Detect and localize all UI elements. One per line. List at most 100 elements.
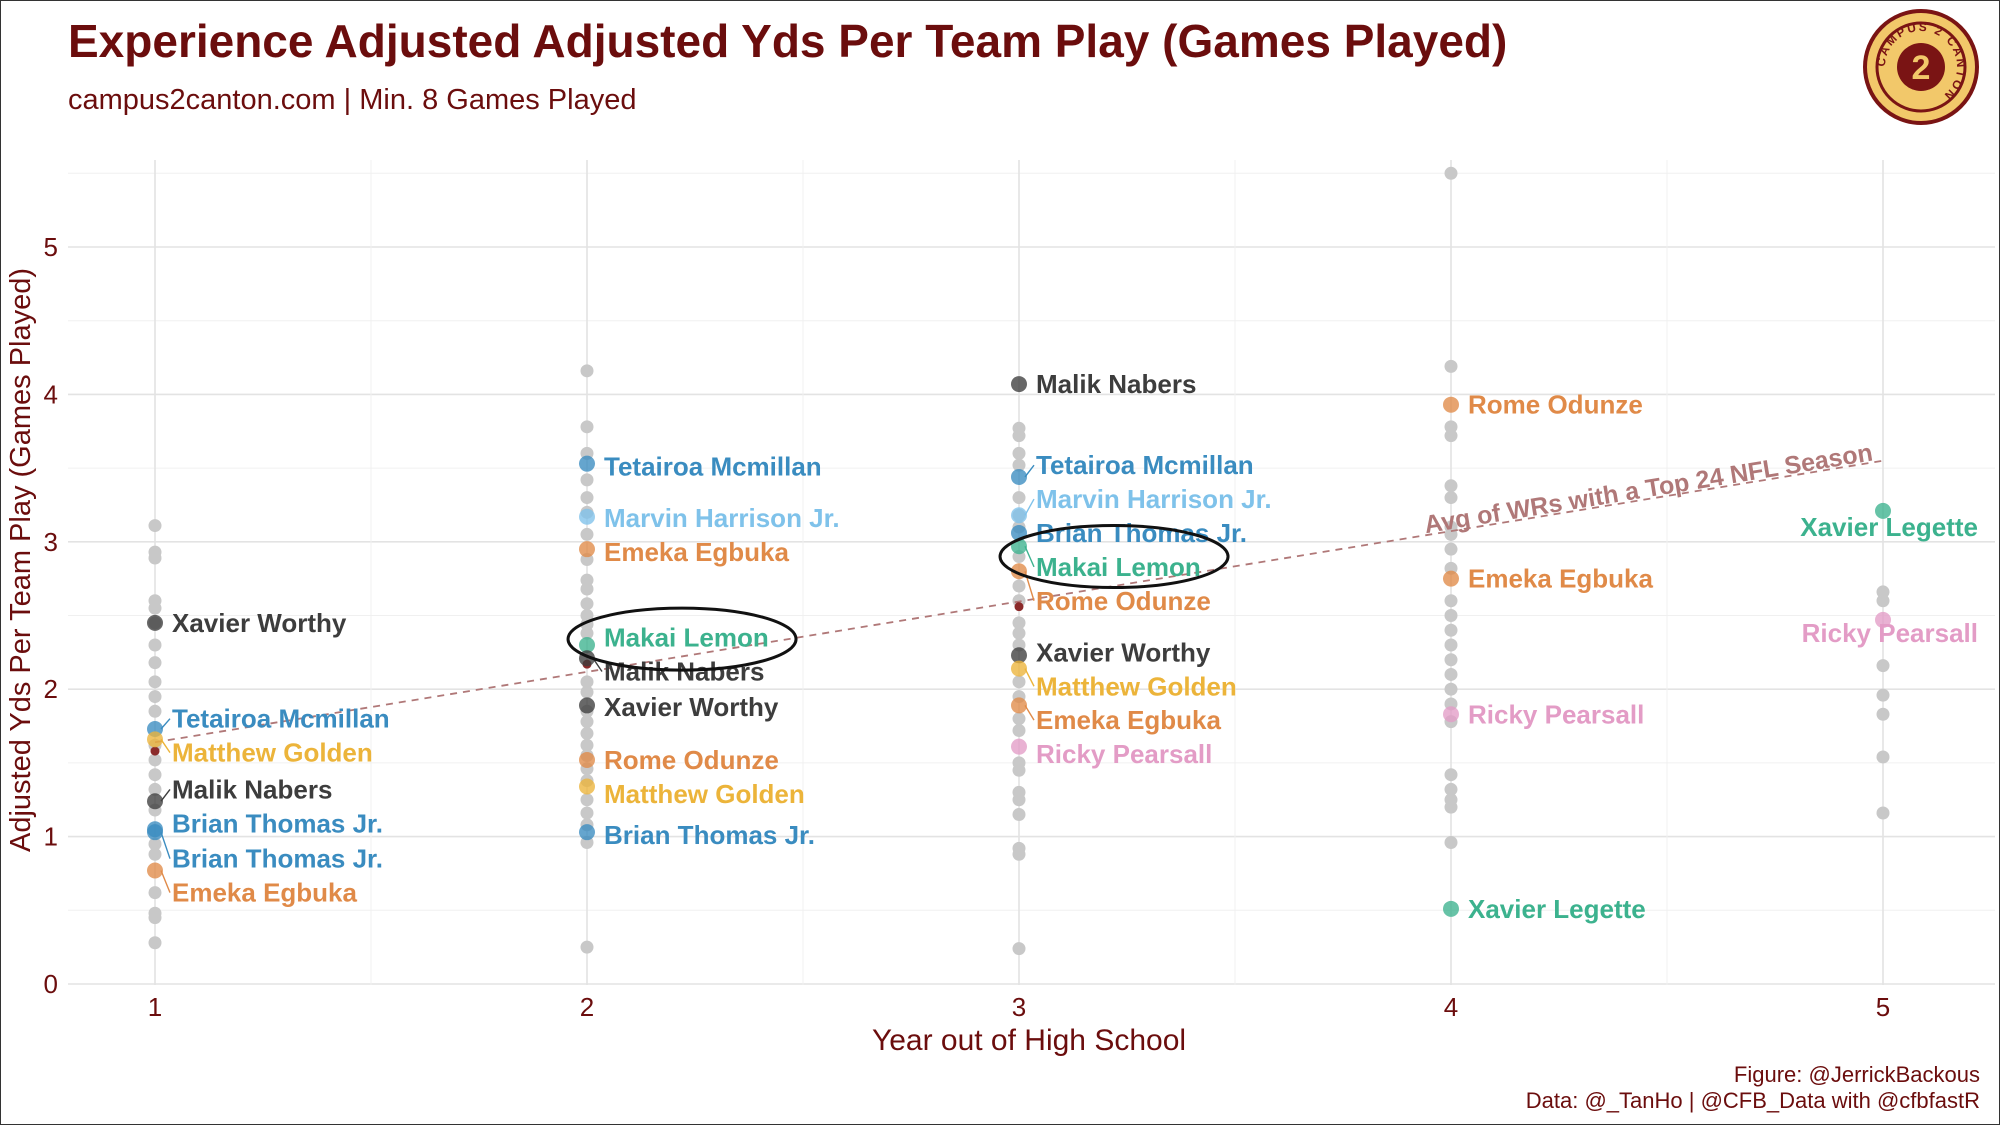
background-point bbox=[580, 715, 594, 729]
y-axis-label: Adjusted Yds Per Team Play (Games Played… bbox=[5, 268, 37, 852]
background-point bbox=[148, 551, 162, 565]
background-point bbox=[580, 420, 594, 434]
background-point bbox=[1012, 458, 1026, 472]
background-point bbox=[1012, 847, 1026, 861]
caption-data: Data: @_TanHo | @CFB_Data with @cfbfastR bbox=[1525, 1088, 1980, 1113]
player-label: Marvin Harrison Jr. bbox=[1036, 484, 1272, 514]
player-point bbox=[579, 455, 595, 472]
x-tick-label: 2 bbox=[580, 992, 594, 1022]
player-point bbox=[1443, 396, 1459, 413]
player-label: Brian Thomas Jr. bbox=[172, 808, 383, 838]
player-point bbox=[147, 862, 163, 879]
player-point bbox=[1875, 611, 1891, 628]
player-label: Ricky Pearsall bbox=[1036, 739, 1212, 769]
player-point bbox=[579, 541, 595, 558]
background-point bbox=[580, 675, 594, 689]
background-point bbox=[1876, 688, 1890, 702]
player-label: Marvin Harrison Jr. bbox=[604, 503, 840, 533]
background-point bbox=[148, 753, 162, 767]
y-tick-label: 5 bbox=[44, 232, 58, 262]
player-label: Xavier Worthy bbox=[172, 608, 347, 638]
player-label: Matthew Golden bbox=[172, 738, 373, 768]
background-point bbox=[1012, 712, 1026, 726]
background-point bbox=[1876, 659, 1890, 673]
background-point bbox=[1444, 782, 1458, 796]
player-label: Tetairoa Mcmillan bbox=[604, 452, 822, 482]
background-point bbox=[148, 886, 162, 900]
player-label: Xavier Worthy bbox=[1036, 637, 1211, 667]
background-point bbox=[148, 847, 162, 861]
background-point bbox=[1444, 623, 1458, 637]
background-point bbox=[1012, 763, 1026, 777]
background-point bbox=[148, 837, 162, 851]
background-point bbox=[580, 726, 594, 740]
background-point bbox=[1444, 638, 1458, 652]
background-point bbox=[580, 806, 594, 820]
small-point bbox=[150, 746, 160, 756]
player-point bbox=[147, 824, 163, 841]
background-point bbox=[1444, 682, 1458, 696]
player-label: Rome Odunze bbox=[604, 745, 779, 775]
label-leader bbox=[1024, 545, 1035, 568]
background-point bbox=[1876, 806, 1890, 820]
x-tick-label: 5 bbox=[1876, 992, 1890, 1022]
player-label: Brian Thomas Jr. bbox=[172, 844, 383, 874]
player-point bbox=[1011, 647, 1027, 664]
background-point bbox=[148, 704, 162, 718]
background-point bbox=[1444, 800, 1458, 814]
player-point bbox=[579, 824, 595, 841]
highlight-ellipses bbox=[566, 524, 1230, 672]
player-label: Tetairoa Mcmillan bbox=[1036, 450, 1254, 480]
player-label: Xavier Legette bbox=[1468, 894, 1646, 924]
background-point bbox=[1012, 616, 1026, 630]
background-point bbox=[148, 656, 162, 670]
background-point bbox=[1444, 429, 1458, 443]
x-tick-label: 3 bbox=[1012, 992, 1026, 1022]
background-point bbox=[1444, 609, 1458, 622]
y-tick-label: 2 bbox=[44, 674, 58, 704]
x-tick-label: 4 bbox=[1444, 992, 1458, 1022]
player-point bbox=[579, 751, 595, 768]
player-label: Matthew Golden bbox=[604, 779, 805, 809]
background-point bbox=[1444, 491, 1458, 505]
background-point bbox=[148, 601, 162, 615]
player-label: Malik Nabers bbox=[1036, 369, 1196, 399]
caption-figure: Figure: @JerrickBackous bbox=[1733, 1062, 1980, 1087]
background-point bbox=[148, 690, 162, 704]
background-point bbox=[1012, 807, 1026, 821]
player-point bbox=[579, 636, 595, 653]
highlight-ellipse bbox=[566, 606, 798, 672]
player-labels: Xavier Worthy Tetairoa Mcmillan Matthew Go… bbox=[172, 369, 1978, 924]
background-point bbox=[580, 738, 594, 752]
small-point bbox=[1014, 602, 1024, 612]
player-label: Makai Lemon bbox=[1036, 552, 1201, 582]
player-point bbox=[1011, 468, 1027, 485]
y-tick-label: 0 bbox=[44, 969, 58, 999]
player-label: Emeka Egbuka bbox=[604, 537, 790, 567]
axis-ticks: 0 1 2 3 4 5 1 2 3 4 5 bbox=[44, 232, 1891, 1022]
background-point bbox=[1012, 942, 1026, 956]
background-point bbox=[580, 940, 594, 954]
player-label: Brian Thomas Jr. bbox=[604, 820, 815, 850]
background-point bbox=[148, 768, 162, 782]
player-label: Emeka Egbuka bbox=[1036, 705, 1222, 735]
background-point bbox=[580, 582, 594, 596]
background-point bbox=[1012, 723, 1026, 737]
background-point bbox=[1444, 835, 1458, 849]
background-point bbox=[1444, 768, 1458, 782]
background-point bbox=[148, 936, 162, 950]
player-label: Ricky Pearsall bbox=[1468, 699, 1644, 729]
player-point bbox=[1443, 570, 1459, 587]
background-point bbox=[1876, 594, 1890, 608]
player-label: Makai Lemon bbox=[604, 623, 769, 653]
background-point bbox=[1012, 429, 1026, 443]
player-label: Emeka Egbuka bbox=[172, 878, 358, 908]
background-point bbox=[1876, 707, 1890, 721]
background-point bbox=[1876, 750, 1890, 764]
player-point bbox=[579, 508, 595, 525]
background-point bbox=[580, 626, 594, 640]
x-tick-label: 1 bbox=[148, 992, 162, 1022]
player-label: Malik Nabers bbox=[172, 774, 332, 804]
background-point bbox=[1444, 479, 1458, 493]
background-point bbox=[1444, 667, 1458, 681]
